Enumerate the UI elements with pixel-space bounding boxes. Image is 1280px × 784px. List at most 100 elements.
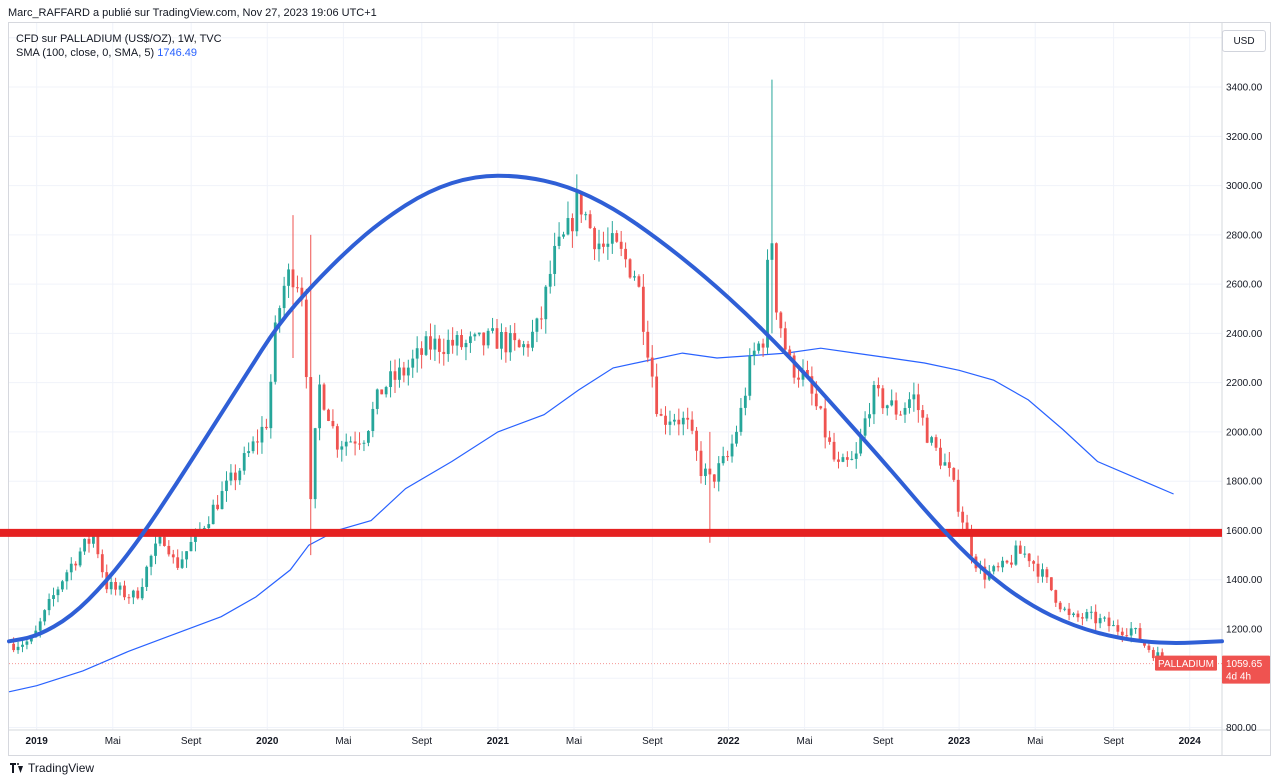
candle-body xyxy=(304,299,308,378)
candle xyxy=(1014,540,1018,566)
candle-body xyxy=(743,395,747,408)
candle xyxy=(508,325,512,361)
candle-body xyxy=(12,643,16,651)
candle-body xyxy=(384,387,388,395)
candle-body xyxy=(1147,645,1151,650)
candle-body xyxy=(1067,608,1071,616)
candle-body xyxy=(597,243,601,250)
candle-body xyxy=(269,381,273,429)
candle-body xyxy=(668,421,672,425)
candle-body xyxy=(779,312,783,329)
y-tick-label: 3400.00 xyxy=(1226,83,1263,94)
candle-body xyxy=(398,367,401,380)
candle-body xyxy=(21,644,24,647)
candle-body xyxy=(854,453,858,459)
candle xyxy=(140,578,144,601)
candle xyxy=(1147,643,1151,653)
sma-legend[interactable]: SMA (100, close, 0, SMA, 5) 1746.49 xyxy=(16,46,222,60)
candle-body xyxy=(149,555,153,567)
candle xyxy=(1072,612,1075,618)
candle xyxy=(118,582,122,596)
candle xyxy=(695,426,698,461)
candle-body xyxy=(442,351,446,355)
candle-body xyxy=(544,286,548,320)
candle xyxy=(460,329,463,350)
candle xyxy=(752,342,756,366)
candle xyxy=(712,474,716,489)
candle xyxy=(686,407,690,430)
candle xyxy=(903,402,907,423)
y-tick-label: 3200.00 xyxy=(1226,132,1263,143)
candle-body xyxy=(411,358,415,368)
candle xyxy=(362,440,366,452)
candle-body xyxy=(291,269,295,288)
candle xyxy=(628,258,632,279)
candle xyxy=(921,404,925,426)
candle xyxy=(894,392,898,420)
candle-body xyxy=(761,343,765,348)
candle xyxy=(136,587,140,600)
candle xyxy=(451,327,455,354)
candle xyxy=(828,430,832,445)
candle-body xyxy=(508,333,512,353)
symbol-line[interactable]: CFD sur PALLADIUM (US$/OZ), 1W, TVC xyxy=(16,33,222,45)
candle-body xyxy=(389,371,392,388)
candle-body xyxy=(451,339,455,346)
candle-body xyxy=(1045,569,1049,578)
candle xyxy=(1112,620,1115,627)
grid xyxy=(9,23,1271,756)
candle xyxy=(517,338,521,348)
candle xyxy=(83,538,86,555)
candle-body xyxy=(242,453,246,471)
candle-body xyxy=(535,318,539,332)
candle-body xyxy=(947,462,951,468)
candle-body xyxy=(828,437,832,442)
candle-body xyxy=(1032,561,1036,564)
currency-button[interactable]: USD xyxy=(1222,30,1266,52)
price-tag-group: PALLADIUM 1059.65 4d 4h xyxy=(9,655,1270,684)
candle xyxy=(1005,559,1009,565)
candle-body xyxy=(557,236,561,246)
candle xyxy=(180,551,184,569)
price-tag-bg xyxy=(1222,655,1270,684)
candle xyxy=(420,341,424,369)
sma-line xyxy=(8,347,1174,693)
candle-body xyxy=(522,344,526,348)
candle-body xyxy=(344,441,348,447)
candle-body xyxy=(531,331,534,348)
candle xyxy=(837,451,840,469)
candle-body xyxy=(1005,560,1009,563)
candle xyxy=(624,242,628,268)
candle-body xyxy=(890,400,894,406)
candle xyxy=(149,554,153,576)
candle xyxy=(335,423,339,458)
y-tick-label: 2200.00 xyxy=(1226,378,1263,389)
candle xyxy=(1098,613,1102,629)
candle xyxy=(952,467,956,482)
candle-body xyxy=(1076,613,1080,618)
candle-body xyxy=(109,581,113,590)
candle-body xyxy=(566,218,570,235)
candle xyxy=(486,328,490,349)
chart-frame xyxy=(8,22,1271,756)
candle xyxy=(366,430,370,447)
candle xyxy=(522,340,526,356)
candle-body xyxy=(83,538,86,552)
footer-brand[interactable]: TradingView xyxy=(10,761,94,775)
candle xyxy=(659,408,663,417)
candle xyxy=(313,427,317,509)
candle xyxy=(154,535,157,565)
candle-body xyxy=(1058,602,1062,610)
candle-body xyxy=(504,332,508,353)
candle-body xyxy=(225,480,228,492)
candle-body xyxy=(309,377,313,500)
candle-body xyxy=(633,276,636,278)
candle-body xyxy=(331,420,335,427)
candle-body xyxy=(495,328,499,349)
candle-body xyxy=(167,545,171,555)
candle xyxy=(797,369,800,388)
candle xyxy=(1045,566,1049,584)
candle-body xyxy=(1116,625,1120,632)
candle xyxy=(597,229,601,262)
